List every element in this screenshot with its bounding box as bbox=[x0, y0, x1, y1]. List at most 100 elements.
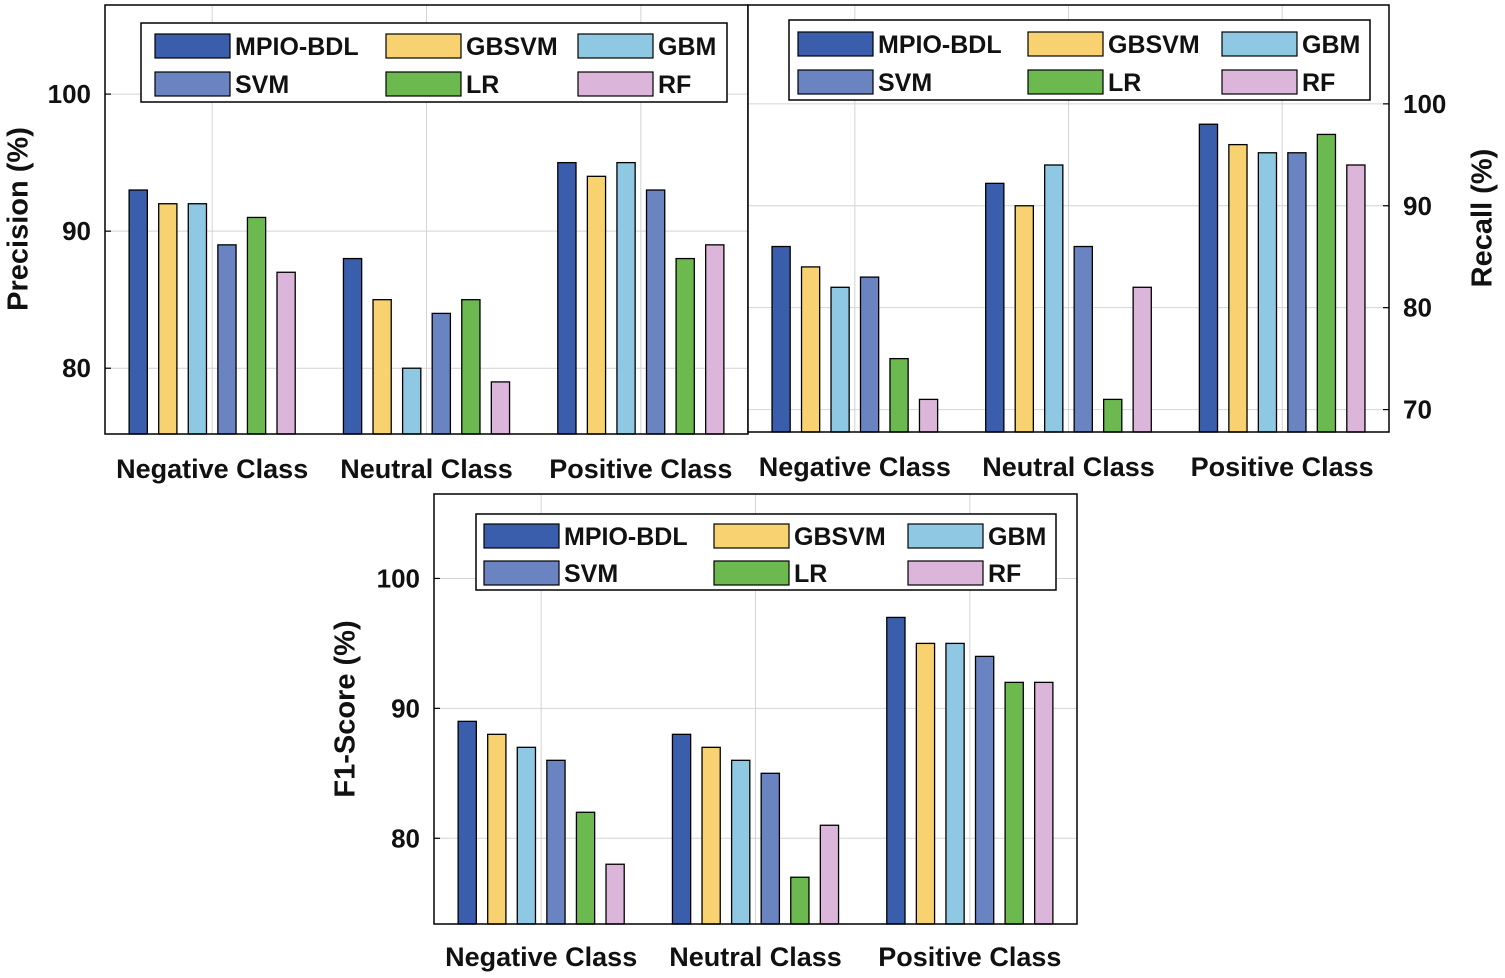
legend-swatch-mpio-bdl bbox=[483, 523, 560, 549]
legend-label-gbm: GBM bbox=[1302, 31, 1360, 59]
y-tick-label-90: 90 bbox=[62, 216, 91, 246]
x-tick-label-positive-class: Positive Class bbox=[549, 454, 732, 484]
bar-rf-negative-class bbox=[276, 271, 296, 435]
legend-swatch-rf bbox=[577, 71, 654, 97]
bar-svm-neutral-class bbox=[1073, 245, 1093, 433]
legend-label-rf: RF bbox=[988, 560, 1021, 588]
x-tick-label-positive-class: Positive Class bbox=[1191, 452, 1374, 482]
legend-label-svm: SVM bbox=[878, 69, 932, 97]
bar-mpio-bdl-positive-class bbox=[557, 161, 577, 435]
legend-label-mpio-bdl: MPIO-BDL bbox=[235, 33, 359, 61]
bar-svm-negative-class bbox=[217, 244, 237, 435]
bar-gbsvm-neutral-class bbox=[372, 299, 392, 435]
bar-gbsvm-positive-class bbox=[915, 642, 936, 925]
legend-label-gbm: GBM bbox=[988, 523, 1046, 551]
legend-swatch-gbm bbox=[577, 33, 654, 59]
bar-rf-positive-class bbox=[705, 244, 725, 435]
y-axis-label: Precision (%) bbox=[3, 127, 35, 311]
legend-label-gbm: GBM bbox=[658, 33, 716, 61]
bar-gbm-positive-class bbox=[616, 161, 636, 435]
bar-lr-negative-class bbox=[246, 216, 267, 435]
legend-swatch-gbsvm bbox=[385, 33, 462, 59]
legend-label-mpio-bdl: MPIO-BDL bbox=[878, 31, 1002, 59]
bar-rf-neutral-class bbox=[819, 824, 840, 925]
bar-lr-neutral-class bbox=[1102, 398, 1123, 433]
x-tick-label-positive-class: Positive Class bbox=[878, 942, 1061, 972]
f1-score-chart: 80 90 100 Negative Class Neutral Class Positi… bbox=[330, 493, 1078, 972]
bar-rf-neutral-class bbox=[1132, 286, 1152, 433]
x-tick-label-neutral-class: Neutral Class bbox=[982, 452, 1155, 482]
bar-gbm-negative-class bbox=[187, 203, 208, 435]
bar-mpio-bdl-neutral-class bbox=[342, 257, 363, 435]
legend: MPIO-BDL GBSVM GBM SVM LR RF bbox=[788, 19, 1371, 101]
bar-lr-neutral-class bbox=[790, 876, 810, 925]
y-tick-label-100: 100 bbox=[377, 563, 420, 593]
y-tick-label-80: 80 bbox=[391, 823, 420, 853]
recall-chart: 70 80 90 100 Negative Class Neutral Class Posi… bbox=[747, 4, 1499, 482]
bar-mpio-bdl-negative-class bbox=[128, 189, 148, 435]
legend-label-rf: RF bbox=[1302, 69, 1335, 97]
legend-label-mpio-bdl: MPIO-BDL bbox=[564, 523, 688, 551]
y-tick-label-90: 90 bbox=[391, 693, 420, 723]
legend-label-svm: SVM bbox=[235, 71, 289, 99]
legend-label-gbsvm: GBSVM bbox=[794, 523, 886, 551]
legend: MPIO-BDL GBSVM GBM SVM LR RF bbox=[140, 22, 728, 103]
bar-lr-positive-class bbox=[1316, 133, 1337, 433]
legend-label-lr: LR bbox=[1108, 69, 1141, 97]
bar-gbsvm-positive-class bbox=[1228, 143, 1248, 433]
legend-label-rf: RF bbox=[658, 71, 691, 99]
bar-lr-negative-class bbox=[575, 811, 596, 925]
bar-gbm-neutral-class bbox=[730, 759, 751, 925]
bar-gbm-positive-class bbox=[945, 642, 965, 925]
legend-swatch-gbm bbox=[907, 523, 984, 549]
x-tick-label-negative-class: Negative Class bbox=[116, 454, 308, 484]
bar-svm-negative-class bbox=[859, 276, 880, 433]
legend-label-lr: LR bbox=[466, 71, 499, 99]
bar-mpio-bdl-positive-class bbox=[886, 616, 906, 925]
legend-swatch-rf bbox=[907, 560, 984, 586]
bar-lr-neutral-class bbox=[461, 299, 481, 435]
y-tick-label-100: 100 bbox=[1403, 89, 1446, 119]
x-tick-label-neutral-class: Neutral Class bbox=[669, 942, 842, 972]
bar-mpio-bdl-negative-class bbox=[457, 720, 477, 925]
legend-swatch-rf bbox=[1221, 69, 1298, 95]
bar-gbm-neutral-class bbox=[1044, 164, 1064, 433]
precision-chart: 80 90 100 Negative Class Neutral Class Positi… bbox=[3, 4, 749, 484]
bar-svm-positive-class bbox=[1287, 152, 1307, 433]
legend-swatch-gbsvm bbox=[1027, 31, 1104, 57]
bar-svm-positive-class bbox=[645, 189, 666, 435]
legend: MPIO-BDL GBSVM GBM SVM LR RF bbox=[475, 513, 1057, 591]
legend-swatch-svm bbox=[797, 69, 874, 95]
legend-swatch-mpio-bdl bbox=[797, 31, 874, 57]
bar-gbsvm-negative-class bbox=[158, 203, 178, 435]
y-tick-label-80: 80 bbox=[1403, 293, 1432, 323]
bar-mpio-bdl-negative-class bbox=[771, 245, 791, 433]
bar-svm-neutral-class bbox=[760, 772, 781, 925]
bar-gbsvm-neutral-class bbox=[1014, 205, 1035, 433]
y-tick-label-90: 90 bbox=[1403, 191, 1432, 221]
bar-rf-positive-class bbox=[1034, 681, 1054, 925]
legend-swatch-lr bbox=[1027, 69, 1104, 95]
bar-rf-negative-class bbox=[605, 863, 625, 925]
legend-swatch-svm bbox=[154, 71, 231, 97]
bar-mpio-bdl-neutral-class bbox=[985, 182, 1005, 433]
legend-swatch-gbm bbox=[1221, 31, 1298, 57]
bar-gbsvm-negative-class bbox=[800, 266, 821, 433]
legend-label-gbsvm: GBSVM bbox=[466, 33, 558, 61]
x-tick-label-negative-class: Negative Class bbox=[759, 452, 951, 482]
bar-gbm-positive-class bbox=[1257, 152, 1278, 433]
bar-gbsvm-positive-class bbox=[586, 175, 607, 435]
bar-rf-positive-class bbox=[1346, 164, 1366, 433]
bar-svm-neutral-class bbox=[431, 312, 452, 435]
axes-box bbox=[747, 4, 1390, 433]
x-tick-label-negative-class: Negative Class bbox=[445, 942, 637, 972]
bar-rf-negative-class bbox=[918, 398, 939, 433]
legend-swatch-lr bbox=[385, 71, 462, 97]
bar-gbsvm-neutral-class bbox=[701, 746, 721, 925]
y-axis-label: Recall (%) bbox=[1467, 149, 1499, 288]
legend-label-svm: SVM bbox=[564, 560, 618, 588]
axes-box bbox=[433, 493, 1078, 925]
bar-svm-positive-class bbox=[974, 655, 995, 925]
bar-mpio-bdl-positive-class bbox=[1198, 123, 1219, 433]
